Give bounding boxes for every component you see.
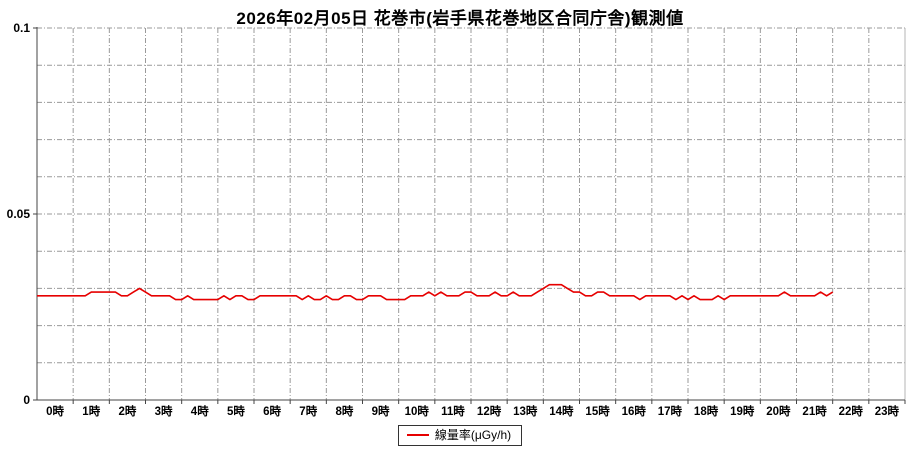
y-tick-label: 0 bbox=[23, 393, 30, 407]
x-tick-label: 2時 bbox=[118, 404, 136, 418]
x-tick-label: 16時 bbox=[622, 404, 647, 418]
x-tick-label: 21時 bbox=[802, 404, 827, 418]
legend-series-label: 線量率(μGy/h) bbox=[434, 428, 512, 442]
x-tick-label: 11時 bbox=[441, 404, 465, 418]
chart-legend: 線量率(μGy/h) bbox=[0, 425, 920, 446]
x-tick-label: 20時 bbox=[766, 404, 791, 418]
x-tick-label: 19時 bbox=[730, 404, 755, 418]
x-tick-label: 18時 bbox=[694, 404, 719, 418]
x-tick-label: 6時 bbox=[263, 404, 281, 418]
x-tick-label: 9時 bbox=[372, 404, 390, 418]
legend-line-swatch-icon bbox=[406, 434, 429, 436]
x-tick-label: 23時 bbox=[875, 404, 900, 418]
x-tick-label: 1時 bbox=[82, 404, 100, 418]
x-tick-label: 3時 bbox=[155, 404, 173, 418]
x-tick-label: 0時 bbox=[46, 404, 64, 418]
x-tick-label: 15時 bbox=[585, 404, 610, 418]
x-tick-label: 17時 bbox=[658, 404, 683, 418]
x-tick-label: 22時 bbox=[839, 404, 864, 418]
chart-plot-area: 0時 1時 2時 3時 4時 5時 6時 7時 8時 9時 10時 11時 12時 13時 14時 15時 16… bbox=[7, 21, 906, 418]
x-tick-label: 10時 bbox=[405, 404, 430, 418]
x-tick-label: 7時 bbox=[299, 404, 317, 418]
legend-box: 線量率(μGy/h) bbox=[397, 425, 523, 446]
chart-title: 2026年02月05日 花巻市(岩手県花巻地区合同庁舎)観測値 bbox=[236, 9, 684, 28]
y-tick-label: 0.05 bbox=[7, 207, 31, 221]
x-tick-label: 13時 bbox=[513, 404, 538, 418]
x-tick-label: 5時 bbox=[227, 404, 245, 418]
dose-rate-line bbox=[37, 283, 834, 301]
x-tick-label: 14時 bbox=[549, 404, 574, 418]
x-tick-label: 8時 bbox=[335, 404, 353, 418]
x-tick-label: 4時 bbox=[191, 404, 209, 418]
y-tick-label: 0.1 bbox=[13, 21, 30, 35]
x-tick-label: 12時 bbox=[477, 404, 502, 418]
